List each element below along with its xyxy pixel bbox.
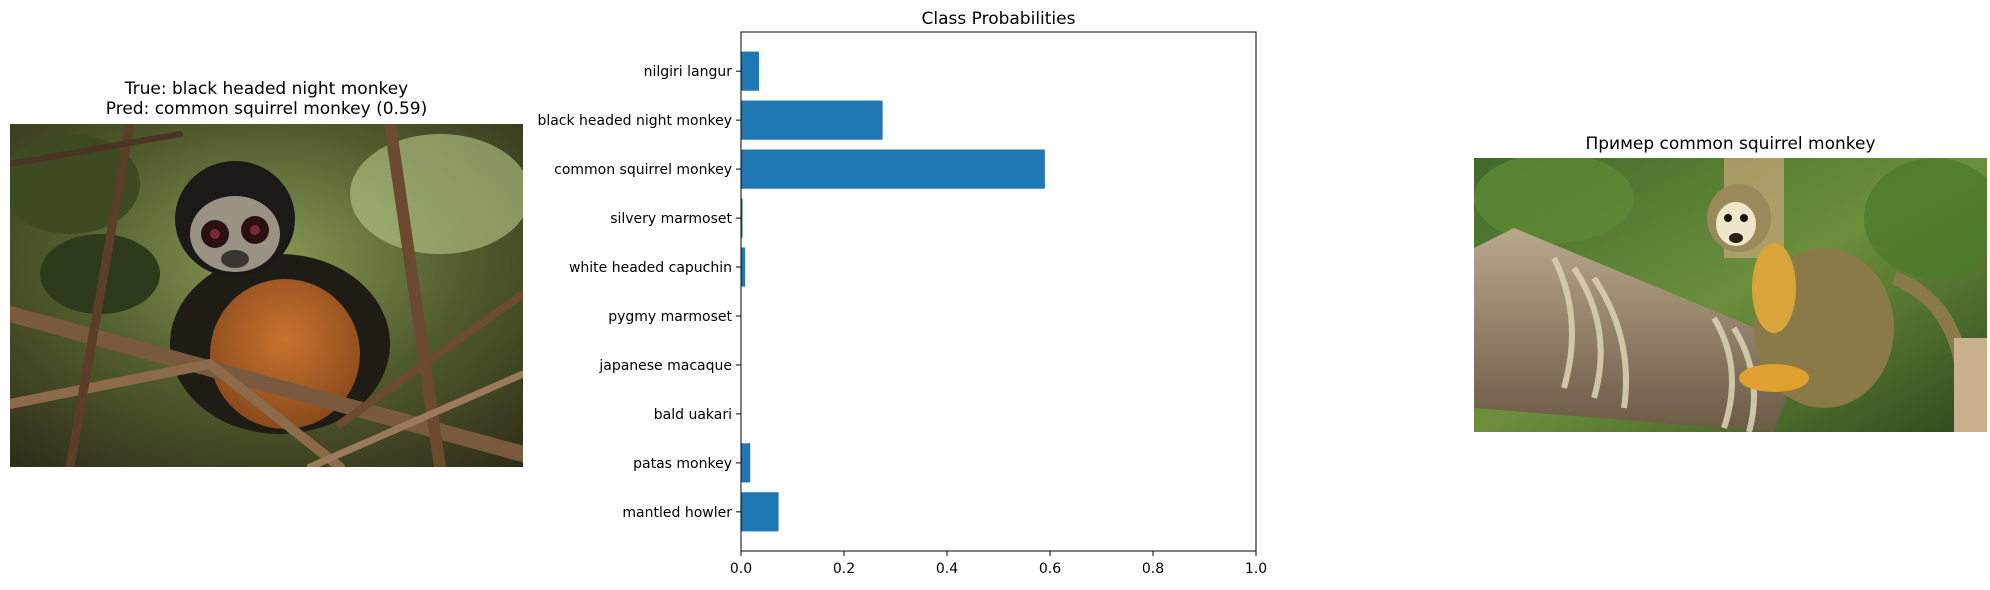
category-label: pygmy marmoset [608, 309, 732, 325]
x-tick-label: 0.0 [730, 561, 752, 577]
true-label: True: black headed night monkey [124, 79, 409, 99]
pred-label: Pred: common squirrel monkey (0.59) [105, 99, 428, 119]
category-label: patas monkey [633, 456, 732, 472]
example-image-title: Пример common squirrel monkey [1585, 134, 1876, 154]
category-label: common squirrel monkey [554, 162, 732, 178]
bar-4 [741, 247, 746, 287]
bar-0 [741, 51, 760, 91]
category-label: bald uakari [654, 407, 732, 423]
bar-8 [741, 443, 751, 483]
category-label: silvery marmoset [610, 211, 732, 227]
plot-frame [740, 31, 1257, 552]
left-image-title: True: black headed night monkey Pred: co… [10, 79, 523, 119]
night-monkey-photo [10, 124, 523, 467]
category-label: nilgiri langur [644, 64, 733, 80]
bar-3 [741, 198, 743, 238]
x-tick-label: 0.2 [833, 561, 855, 577]
x-tick-label: 0.8 [1142, 561, 1164, 577]
category-label: black headed night monkey [537, 113, 732, 129]
bar-9 [741, 492, 779, 532]
bar-2 [741, 149, 1045, 189]
category-label: white headed capuchin [569, 260, 732, 276]
x-tick-label: 0.4 [936, 561, 958, 577]
x-tick-label: 1.0 [1245, 561, 1267, 577]
x-tick-label: 0.6 [1039, 561, 1061, 577]
bar-1 [741, 100, 883, 140]
category-label: japanese macaque [598, 358, 732, 374]
squirrel-monkey-photo [1474, 158, 1987, 432]
chart-title: Class Probabilities [922, 9, 1076, 29]
category-label: mantled howler [622, 505, 732, 521]
